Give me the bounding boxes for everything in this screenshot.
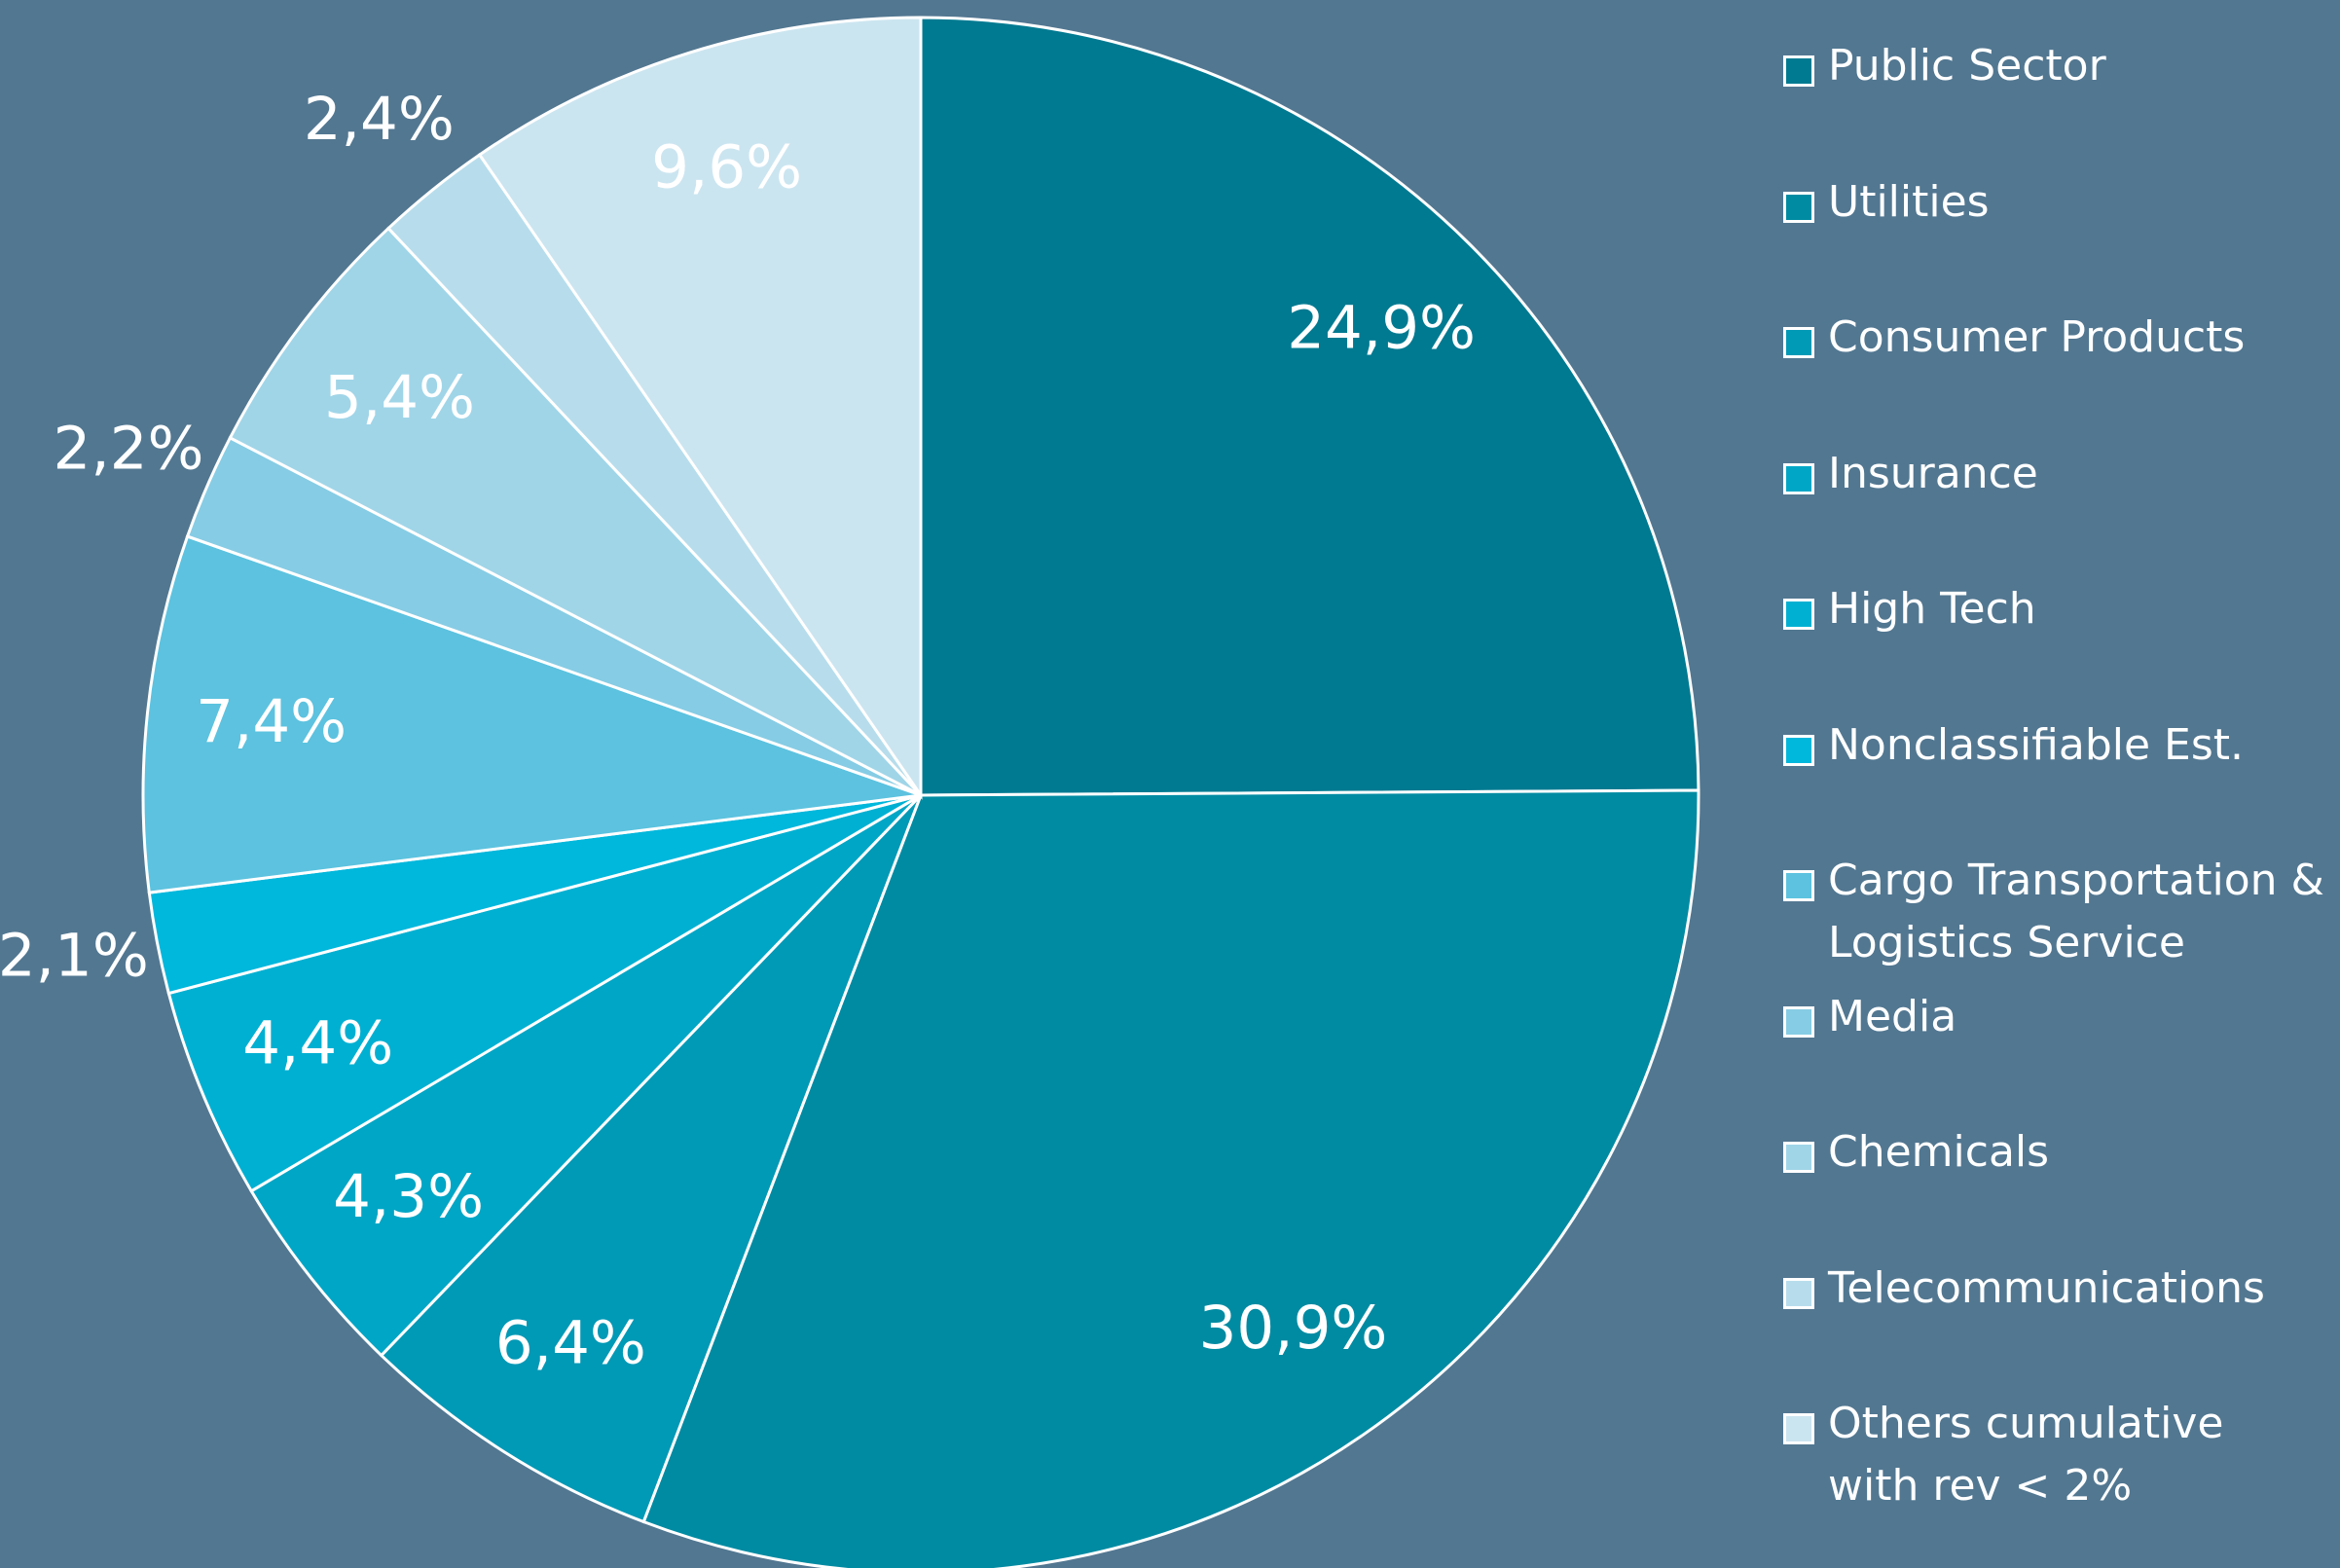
legend-label: Media: [1828, 991, 1957, 1041]
data-label: 4,4%: [242, 1008, 393, 1077]
pie-slice: [166, 793, 922, 1193]
legend-swatch: [1783, 462, 1814, 494]
legend-swatch: [1783, 1413, 1814, 1444]
data-label: 5,4%: [324, 363, 475, 432]
legend-item: Utilities: [1783, 177, 2324, 234]
data-label: 2,4%: [304, 85, 455, 154]
legend-label: Others cumulative with rev < 2%: [1828, 1399, 2224, 1511]
legend-item: Consumer Products: [1783, 312, 2324, 369]
data-label: 4,3%: [333, 1162, 484, 1231]
legend-swatch: [1783, 599, 1814, 630]
legend-label: Insurance: [1828, 448, 2038, 498]
legend-item: Others cumulative with rev < 2%: [1783, 1399, 2324, 1517]
legend-swatch: [1783, 191, 1814, 223]
data-label: 30,9%: [1199, 1294, 1388, 1363]
pie-slice: [379, 793, 923, 1524]
data-label: 24,9%: [1287, 294, 1476, 363]
legend-item: Insurance: [1783, 449, 2324, 505]
data-label: 6,4%: [495, 1308, 646, 1377]
pie-slice: [141, 534, 922, 894]
legend-label: Public Sector: [1828, 41, 2106, 91]
legend-label: Nonclassifiable Est.: [1828, 719, 2245, 770]
legend-label: Telecommunications: [1828, 1262, 2265, 1313]
legend-swatch: [1783, 734, 1814, 766]
legend-swatch: [1783, 1277, 1814, 1309]
pie-slice: [641, 788, 1700, 1568]
legend-item: Telecommunications: [1783, 1263, 2324, 1320]
pie-slice: [919, 16, 1700, 797]
pie-slice: [477, 16, 923, 800]
legend-item: Nonclassifiable Est.: [1783, 720, 2324, 777]
legend-label: Cargo Transportation & Logistics Service: [1828, 856, 2324, 967]
pie-slice: [228, 226, 923, 797]
legend-item: High Tech: [1783, 584, 2324, 640]
legend-swatch: [1783, 327, 1814, 358]
legend-label: High Tech: [1828, 584, 2036, 634]
legend-item: Public Sector: [1783, 41, 2324, 97]
data-label: 2,2%: [54, 414, 204, 483]
data-label: 7,4%: [196, 687, 347, 756]
legend-swatch: [1783, 1005, 1814, 1038]
legend-label: Chemicals: [1828, 1127, 2050, 1177]
legend-swatch: [1783, 870, 1814, 901]
data-label: 2,1%: [0, 922, 149, 991]
legend-swatch: [1783, 55, 1814, 87]
legend-item: Media: [1783, 992, 2324, 1048]
legend-label: Utilities: [1828, 176, 1990, 227]
legend-item: Cargo Transportation & Logistics Service: [1783, 856, 2324, 974]
legend-swatch: [1783, 1142, 1814, 1173]
pie-chart: 24,9% 30,9% 6,4% 4,3% 4,4% 2,1% 7,4% 2,2% 5,4% 2,…: [0, 16, 1700, 1568]
legend-item: Chemicals: [1783, 1127, 2324, 1184]
data-label: 9,6%: [651, 133, 802, 202]
legend-label: Consumer Products: [1828, 312, 2246, 362]
pie-slice: [249, 793, 923, 1358]
